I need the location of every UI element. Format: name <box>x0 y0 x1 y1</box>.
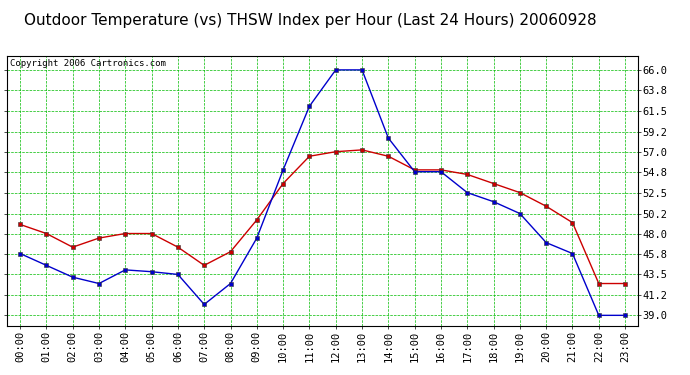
Text: Copyright 2006 Cartronics.com: Copyright 2006 Cartronics.com <box>10 59 166 68</box>
Text: Outdoor Temperature (vs) THSW Index per Hour (Last 24 Hours) 20060928: Outdoor Temperature (vs) THSW Index per … <box>24 13 597 28</box>
